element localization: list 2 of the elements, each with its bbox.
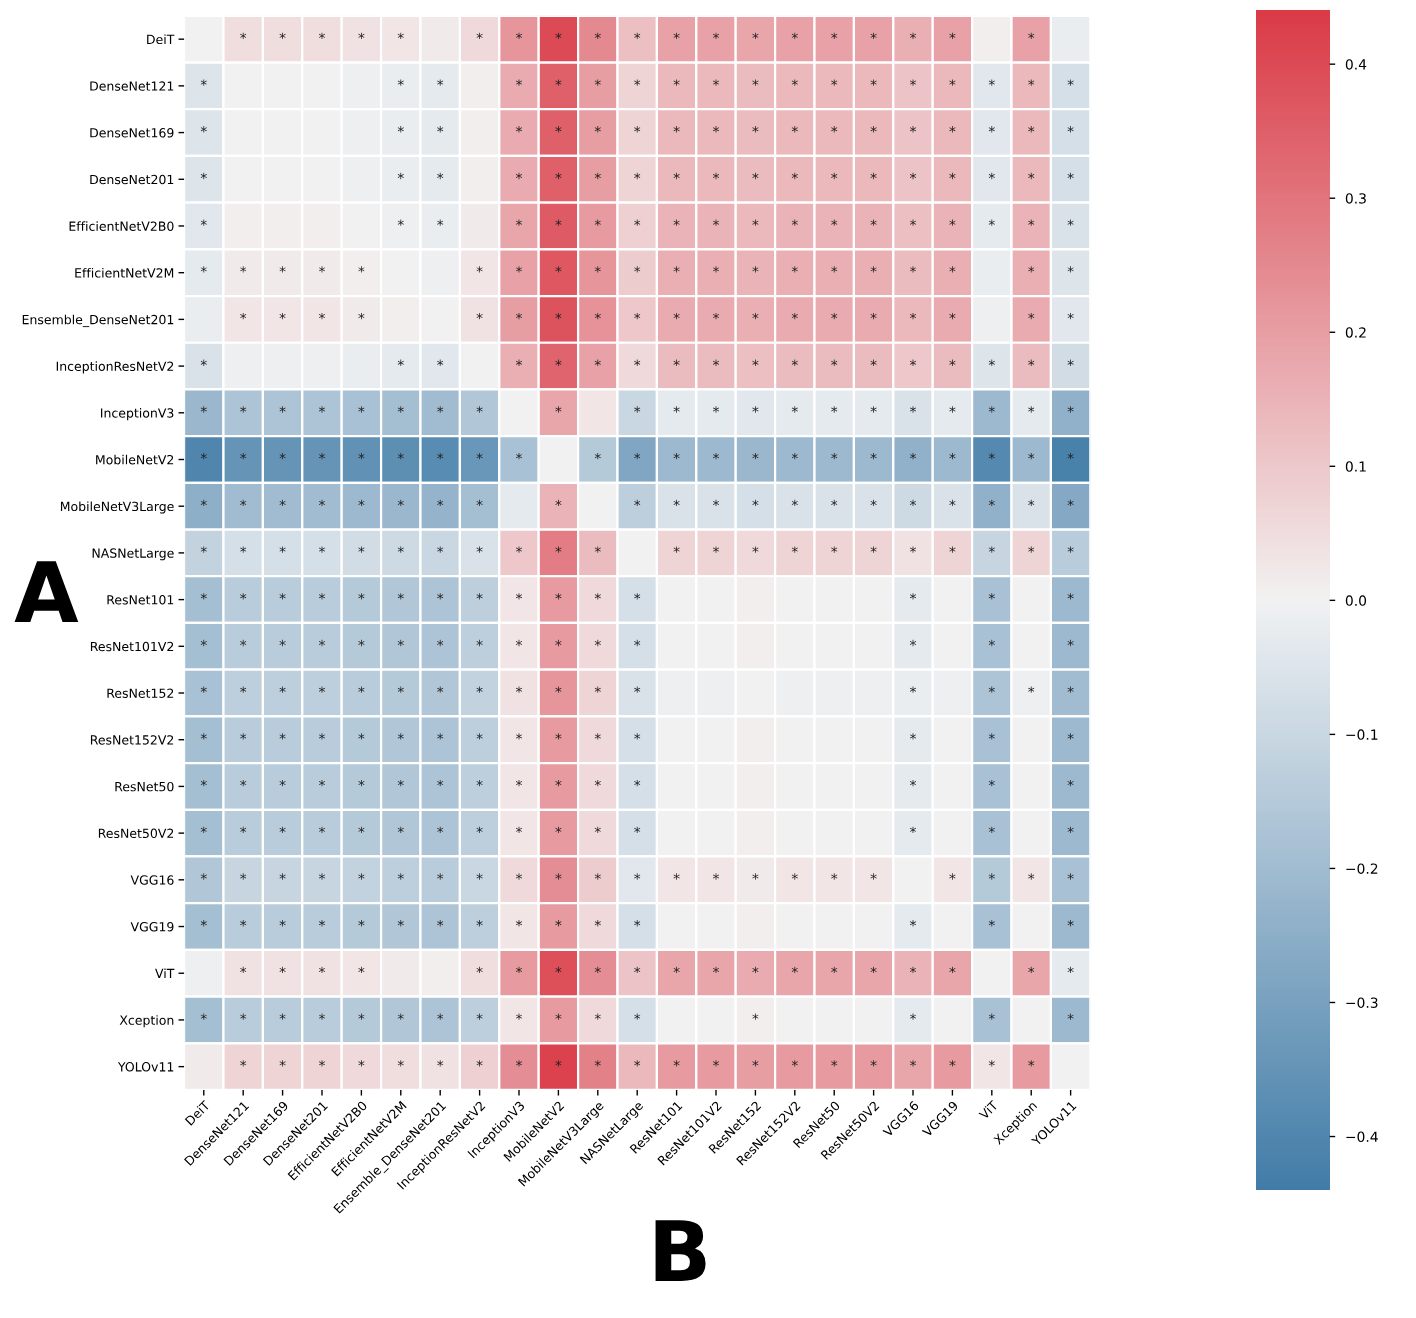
text: A xyxy=(14,561,79,622)
text: B xyxy=(655,1220,706,1281)
